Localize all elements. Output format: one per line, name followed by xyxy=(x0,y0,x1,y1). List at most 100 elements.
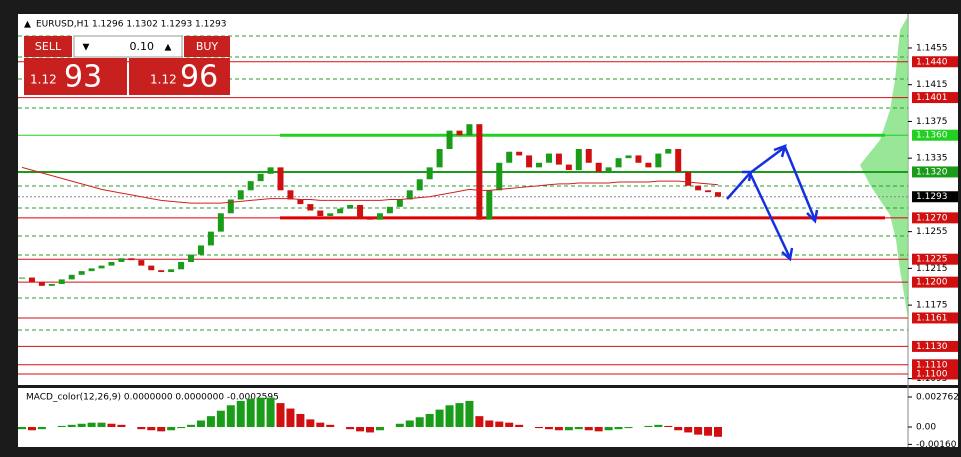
candle xyxy=(516,151,523,156)
macd-bar xyxy=(157,427,166,432)
candle xyxy=(536,162,543,168)
level-label-bg xyxy=(912,253,958,265)
candle xyxy=(327,213,334,217)
level-label-bg xyxy=(912,276,958,288)
level-label: 1.1360 xyxy=(916,131,948,141)
y-tick-label: 1.1255 xyxy=(916,227,948,237)
macd-bar xyxy=(356,427,365,432)
macd-panel xyxy=(18,388,958,447)
candle xyxy=(118,258,125,262)
macd-bar xyxy=(107,423,116,428)
candle xyxy=(188,254,195,262)
level-label: 1.1270 xyxy=(916,213,948,223)
trade-panel: SELL ▼ 0.10 ▲ BUY 1.12 93 1.12 96 xyxy=(24,35,230,95)
macd-bar xyxy=(177,427,186,429)
macd-bar xyxy=(704,427,713,436)
candle xyxy=(197,245,204,255)
candle xyxy=(406,190,413,200)
macd-bar xyxy=(216,410,225,428)
lot-down[interactable]: ▼ xyxy=(83,43,90,53)
candle xyxy=(38,282,45,286)
candle xyxy=(446,130,453,149)
candle xyxy=(545,153,552,163)
sell-label: SELL xyxy=(35,40,62,53)
y-tick-label: 1.1455 xyxy=(916,43,948,53)
sell-button[interactable] xyxy=(24,36,72,57)
arrowhead xyxy=(742,170,753,182)
candle xyxy=(645,162,652,168)
macd-tick-label: 0.00 xyxy=(916,423,936,433)
macd-bar xyxy=(644,425,653,428)
candle xyxy=(506,151,513,163)
lot-box[interactable] xyxy=(73,35,183,58)
macd-bar xyxy=(574,427,583,430)
candle xyxy=(367,217,373,220)
candle xyxy=(675,148,682,172)
macd-bar xyxy=(485,420,494,428)
arrowhead xyxy=(773,144,787,158)
macd-bar xyxy=(624,427,633,429)
candle xyxy=(665,148,672,154)
macd-bar xyxy=(694,427,703,435)
candle xyxy=(168,269,175,273)
candle xyxy=(207,231,214,246)
level-label-bg xyxy=(912,166,958,178)
level-label: 1.1110 xyxy=(916,360,948,370)
candle xyxy=(217,213,224,232)
macd-bar xyxy=(455,403,464,428)
level-label: 1.1100 xyxy=(916,369,948,379)
macd-bar xyxy=(674,427,683,431)
buy-prefix: 1.12 xyxy=(150,73,177,87)
candle xyxy=(257,173,264,182)
lot-up[interactable]: ▲ xyxy=(165,43,172,53)
candle xyxy=(715,192,721,197)
macd-bar xyxy=(27,427,36,431)
macd-bar xyxy=(97,422,106,428)
macd-bar xyxy=(296,413,305,428)
macd-bar xyxy=(415,417,424,428)
macd-bar xyxy=(366,427,374,433)
y-tick-label: 1.1175 xyxy=(916,301,948,311)
candle xyxy=(267,167,274,174)
candle xyxy=(347,205,354,209)
candle xyxy=(605,167,612,172)
level-label-bg xyxy=(912,340,958,352)
macd-bar xyxy=(187,424,196,428)
macd-bar xyxy=(604,427,613,431)
macd-bar xyxy=(475,416,484,428)
candle xyxy=(88,268,95,272)
candle xyxy=(357,205,364,218)
candle xyxy=(277,167,284,191)
candle xyxy=(476,124,483,220)
arrow-path xyxy=(726,145,817,221)
buy-price-box[interactable] xyxy=(129,58,230,95)
macd-bar xyxy=(306,419,315,428)
macd-bar xyxy=(256,397,265,428)
macd-bar xyxy=(535,427,544,429)
candle xyxy=(376,213,383,220)
macd-bar xyxy=(77,423,86,428)
macd-bar xyxy=(425,413,434,428)
macd-bar xyxy=(18,427,26,430)
candle xyxy=(426,167,433,180)
macd-bar xyxy=(505,422,514,428)
macd-tick-label: 0.002762 xyxy=(916,392,959,402)
macd-bar xyxy=(167,427,176,431)
level-label-bg xyxy=(912,129,958,141)
candle xyxy=(416,179,423,191)
macd-bar xyxy=(375,427,384,431)
candle xyxy=(396,199,403,207)
candle xyxy=(695,185,702,191)
level-label-bg xyxy=(912,359,958,371)
level-label-bg xyxy=(912,212,958,224)
sell-price-box[interactable] xyxy=(24,58,127,95)
buy-button[interactable] xyxy=(184,36,230,57)
candle xyxy=(317,210,324,217)
level-label: 1.1200 xyxy=(916,278,948,288)
candle xyxy=(247,181,254,191)
candle xyxy=(28,277,35,283)
y-tick-label: 1.1335 xyxy=(916,154,948,164)
candle xyxy=(48,283,55,286)
candle xyxy=(19,277,25,279)
level-label: 1.1401 xyxy=(916,93,948,103)
